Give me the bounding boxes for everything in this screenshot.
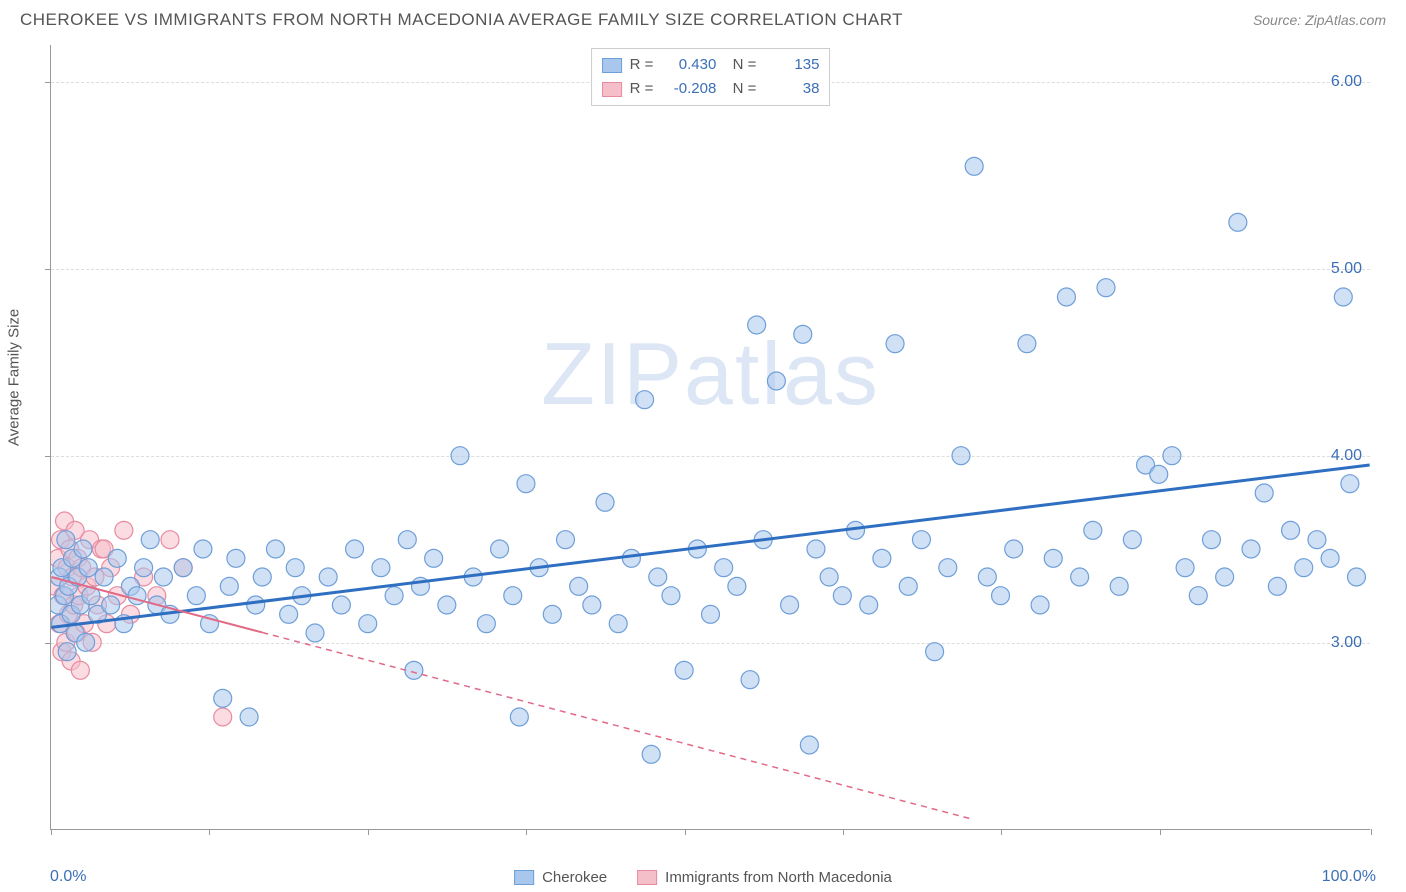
plot-area: ZIPatlas R = 0.430 N = 135 R = -0.208 N … [50, 45, 1370, 830]
r-value-cherokee: 0.430 [661, 53, 716, 77]
chart-svg [51, 45, 1370, 829]
chart-header: CHEROKEE VS IMMIGRANTS FROM NORTH MACEDO… [20, 10, 1386, 30]
legend-label-macedonia: Immigrants from North Macedonia [665, 869, 892, 886]
stats-legend: R = 0.430 N = 135 R = -0.208 N = 38 [591, 48, 831, 106]
chart-source: Source: ZipAtlas.com [1253, 12, 1386, 28]
n-label: N = [724, 53, 756, 77]
x-tick [1371, 829, 1372, 835]
swatch-macedonia [602, 82, 622, 97]
legend-label-cherokee: Cherokee [542, 869, 607, 886]
r-value-macedonia: -0.208 [661, 77, 716, 101]
n-value-cherokee: 135 [764, 53, 819, 77]
swatch-cherokee [602, 58, 622, 73]
x-axis-max-label: 100.0% [1322, 868, 1376, 886]
x-tick [51, 829, 52, 835]
x-tick [685, 829, 686, 835]
r-label: R = [630, 53, 654, 77]
x-tick [526, 829, 527, 835]
x-tick [368, 829, 369, 835]
legend-item-macedonia: Immigrants from North Macedonia [637, 869, 892, 886]
n-value-macedonia: 38 [764, 77, 819, 101]
stats-row-macedonia: R = -0.208 N = 38 [602, 77, 820, 101]
x-tick [1160, 829, 1161, 835]
x-tick [209, 829, 210, 835]
y-axis-label: Average Family Size [6, 309, 23, 446]
legend-swatch-cherokee [514, 870, 534, 885]
legend-item-cherokee: Cherokee [514, 869, 607, 886]
r-label: R = [630, 77, 654, 101]
stats-row-cherokee: R = 0.430 N = 135 [602, 53, 820, 77]
x-axis-min-label: 0.0% [50, 868, 86, 886]
legend-swatch-macedonia [637, 870, 657, 885]
x-tick [1001, 829, 1002, 835]
bottom-legend: Cherokee Immigrants from North Macedonia [514, 869, 892, 886]
x-tick [843, 829, 844, 835]
n-label: N = [724, 77, 756, 101]
chart-title: CHEROKEE VS IMMIGRANTS FROM NORTH MACEDO… [20, 10, 903, 30]
